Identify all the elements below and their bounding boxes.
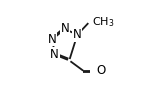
Text: N: N [48, 33, 57, 46]
Text: N: N [61, 22, 69, 35]
Text: CH$_3$: CH$_3$ [92, 15, 115, 29]
Text: O: O [97, 64, 106, 77]
Text: N: N [50, 48, 59, 61]
Text: N: N [73, 28, 82, 41]
